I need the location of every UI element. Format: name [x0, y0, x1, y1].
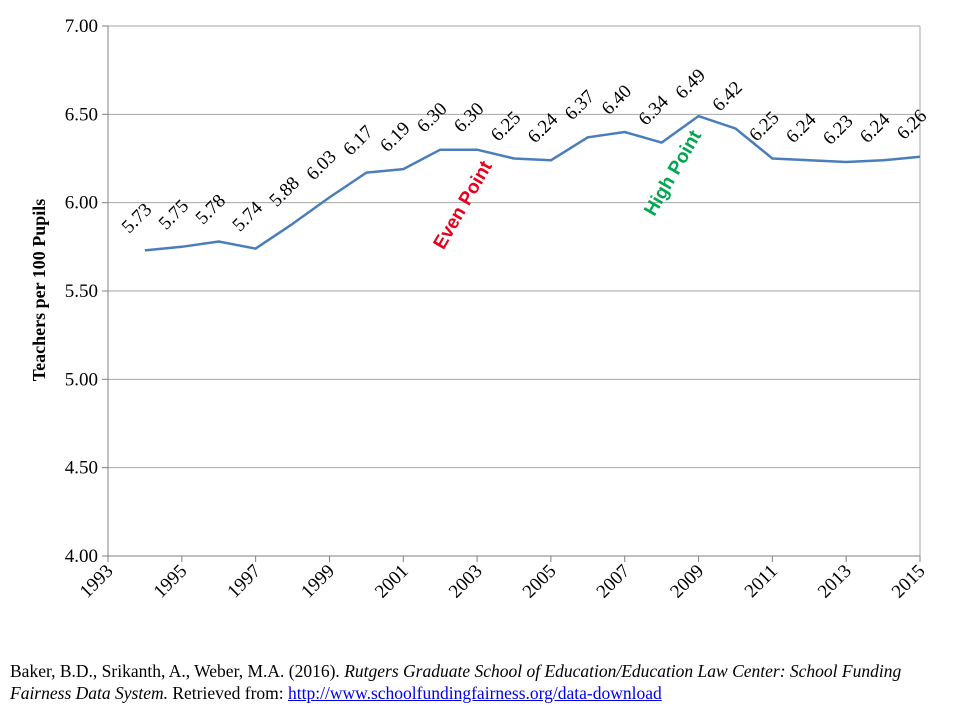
data-label: 6.03: [302, 146, 340, 184]
citation-retrieved: Retrieved from:: [172, 683, 284, 703]
data-label: 6.26: [893, 106, 931, 144]
x-tick-label: 2005: [519, 561, 561, 603]
y-tick-label: 5.00: [65, 369, 98, 390]
x-tick-label: 1997: [223, 561, 265, 603]
citation-authors: Baker, B.D., Srikanth, A., Weber, M.A. (…: [10, 661, 340, 681]
citation-link[interactable]: http://www.schoolfundingfairness.org/dat…: [288, 683, 662, 703]
x-tick-label: 2001: [371, 561, 413, 603]
data-label: 6.17: [339, 122, 377, 160]
data-label: 6.30: [450, 99, 488, 137]
x-tick-label: 2009: [666, 561, 708, 603]
data-label: 6.34: [635, 91, 674, 130]
data-label: 6.23: [819, 111, 857, 149]
data-label: 6.49: [671, 65, 709, 103]
data-label: 6.19: [376, 118, 414, 156]
grid-lines: [108, 25, 921, 557]
x-tick-label: 2011: [741, 561, 782, 602]
y-tick-label: 4.50: [65, 458, 98, 479]
data-label: 5.88: [265, 173, 303, 211]
data-label: 6.30: [413, 99, 451, 137]
data-labels: 5.735.755.785.745.886.036.176.196.306.30…: [118, 65, 931, 238]
data-label: 5.73: [118, 199, 156, 237]
data-label: 6.25: [487, 107, 525, 145]
x-tick-label: 2015: [888, 561, 930, 603]
data-label: 6.40: [598, 81, 636, 119]
y-tick-label: 4.00: [65, 546, 98, 567]
x-tick-label: 2013: [814, 561, 856, 603]
y-axis-label: Teachers per 100 Pupils: [29, 199, 49, 382]
y-tick-label: 6.50: [65, 104, 98, 125]
x-axis-ticks: 1993 1995 1997 1999 2001 2003 2005 2007 2009 2011…: [76, 561, 930, 603]
data-label: 6.42: [708, 77, 746, 115]
y-tick-label: 5.50: [65, 281, 98, 302]
axes: [102, 25, 921, 562]
y-tick-label: 7.00: [65, 16, 98, 37]
y-tick-label: 6.00: [65, 193, 98, 214]
data-label: 6.37: [561, 86, 599, 124]
x-tick-label: 2003: [445, 561, 487, 603]
x-tick-label: 2007: [593, 561, 635, 603]
citation-title: Rutgers Graduate School of Education/Edu…: [10, 661, 902, 703]
x-tick-label: 1995: [150, 561, 192, 603]
citation: Baker, B.D., Srikanth, A., Weber, M.A. (…: [10, 660, 950, 704]
data-label: 5.78: [192, 190, 230, 228]
line-chart: 4.004.505.005.506.006.507.00 1993 1995 199…: [29, 16, 931, 603]
annotations: Even Point High Point: [430, 126, 707, 253]
series-group: [144, 114, 921, 252]
x-tick-label: 1999: [297, 561, 339, 603]
series-line: [144, 114, 921, 252]
data-label: 5.75: [155, 196, 193, 234]
annotation-even-point: Even Point: [430, 157, 498, 253]
y-axis-ticks: 4.00 4.50 5.00 5.50 6.00 6.50 7.00: [65, 16, 98, 567]
